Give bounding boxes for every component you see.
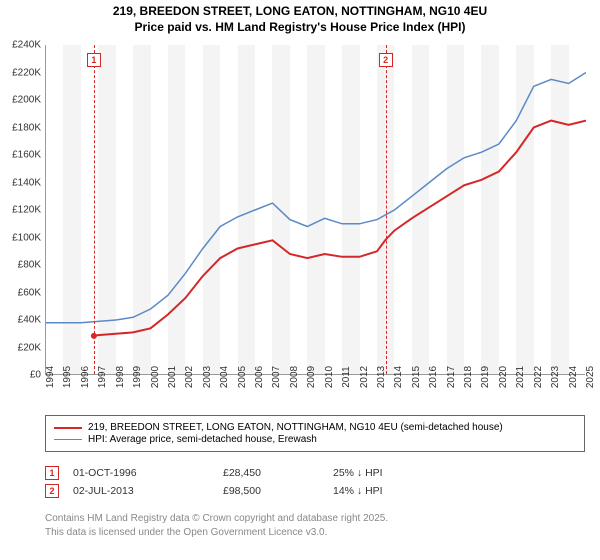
x-tick-label: 2001	[167, 366, 178, 388]
sale-marker-line	[94, 45, 95, 374]
x-tick-label: 2015	[411, 366, 422, 388]
x-tick-label: 2023	[550, 366, 561, 388]
y-tick-label: £100K	[12, 232, 41, 243]
y-tick-label: £240K	[12, 40, 41, 51]
legend-swatch	[54, 427, 82, 429]
x-tick-label: 2014	[393, 366, 404, 388]
sales-row-marker: 2	[45, 484, 59, 498]
x-tick-label: 2005	[237, 366, 248, 388]
x-tick-label: 2018	[463, 366, 474, 388]
sales-row: 1 01-OCT-1996£28,45025% ↓ HPI	[45, 466, 585, 480]
chart-container: 219, BREEDON STREET, LONG EATON, NOTTING…	[0, 0, 600, 560]
series-property	[94, 121, 586, 336]
y-tick-label: £20K	[18, 342, 41, 353]
x-tick-label: 2008	[289, 366, 300, 388]
legend-label: 219, BREEDON STREET, LONG EATON, NOTTING…	[88, 422, 503, 433]
x-tick-label: 2011	[341, 366, 352, 388]
x-tick-label: 2021	[515, 366, 526, 388]
x-tick-label: 2013	[376, 366, 387, 388]
x-tick-label: 2004	[219, 366, 230, 388]
legend-swatch	[54, 439, 82, 440]
x-tick-label: 2012	[359, 366, 370, 388]
plot-area: 12	[45, 45, 585, 375]
chart-area: 12	[45, 45, 585, 375]
x-tick-label: 2009	[306, 366, 317, 388]
x-tick-label: 2003	[202, 366, 213, 388]
x-tick-label: 2016	[428, 366, 439, 388]
sale-marker-box: 2	[379, 53, 393, 67]
sales-table: 1 01-OCT-1996£28,45025% ↓ HPI 2 02-JUL-2013…	[45, 462, 585, 502]
y-tick-label: £80K	[18, 260, 41, 271]
legend-row: HPI: Average price, semi-detached house,…	[54, 434, 576, 445]
x-tick-label: 2019	[480, 366, 491, 388]
x-tick-label: 1999	[132, 366, 143, 388]
sales-row-diff: 25% ↓ HPI	[333, 467, 463, 479]
x-tick-label: 2006	[254, 366, 265, 388]
y-tick-label: £140K	[12, 177, 41, 188]
sales-row-diff: 14% ↓ HPI	[333, 485, 463, 497]
x-tick-label: 2017	[446, 366, 457, 388]
x-tick-label: 1996	[80, 366, 91, 388]
y-axis: £0£20K£40K£60K£80K£100K£120K£140K£160K£1…	[0, 45, 45, 375]
sales-row-price: £98,500	[223, 485, 333, 497]
x-tick-label: 2010	[324, 366, 335, 388]
title-line-2: Price paid vs. HM Land Registry's House …	[0, 20, 600, 36]
sales-row-date: 02-JUL-2013	[73, 485, 223, 497]
y-tick-label: £160K	[12, 150, 41, 161]
sales-row-date: 01-OCT-1996	[73, 467, 223, 479]
chart-svg	[46, 45, 586, 375]
sale-marker-line	[386, 45, 387, 374]
x-tick-label: 1997	[97, 366, 108, 388]
x-tick-label: 2025	[585, 366, 596, 388]
title-line-1: 219, BREEDON STREET, LONG EATON, NOTTING…	[0, 4, 600, 20]
x-axis: 1994199519961997199819992000200120022003…	[45, 375, 585, 405]
footer-attribution: Contains HM Land Registry data © Crown c…	[45, 512, 388, 539]
x-tick-label: 1995	[62, 366, 73, 388]
footer-line-1: Contains HM Land Registry data © Crown c…	[45, 512, 388, 526]
y-tick-label: £220K	[12, 67, 41, 78]
y-tick-label: £120K	[12, 205, 41, 216]
sales-row-marker: 1	[45, 466, 59, 480]
title-block: 219, BREEDON STREET, LONG EATON, NOTTING…	[0, 0, 600, 35]
x-tick-label: 2024	[568, 366, 579, 388]
sale-marker-box: 1	[87, 53, 101, 67]
y-tick-label: £200K	[12, 95, 41, 106]
series-hpi	[46, 73, 586, 323]
legend-label: HPI: Average price, semi-detached house,…	[88, 434, 317, 445]
x-tick-label: 1994	[45, 366, 56, 388]
footer-line-2: This data is licensed under the Open Gov…	[45, 526, 388, 540]
x-tick-label: 2002	[184, 366, 195, 388]
x-tick-label: 2022	[533, 366, 544, 388]
x-tick-label: 2007	[271, 366, 282, 388]
y-tick-label: £40K	[18, 315, 41, 326]
sales-row: 2 02-JUL-2013£98,50014% ↓ HPI	[45, 484, 585, 498]
y-tick-label: £60K	[18, 287, 41, 298]
x-tick-label: 2020	[498, 366, 509, 388]
legend-box: 219, BREEDON STREET, LONG EATON, NOTTING…	[45, 415, 585, 452]
sales-row-price: £28,450	[223, 467, 333, 479]
x-tick-label: 1998	[115, 366, 126, 388]
legend-row: 219, BREEDON STREET, LONG EATON, NOTTING…	[54, 422, 576, 433]
x-tick-label: 2000	[150, 366, 161, 388]
y-tick-label: £0	[30, 370, 41, 381]
y-tick-label: £180K	[12, 122, 41, 133]
